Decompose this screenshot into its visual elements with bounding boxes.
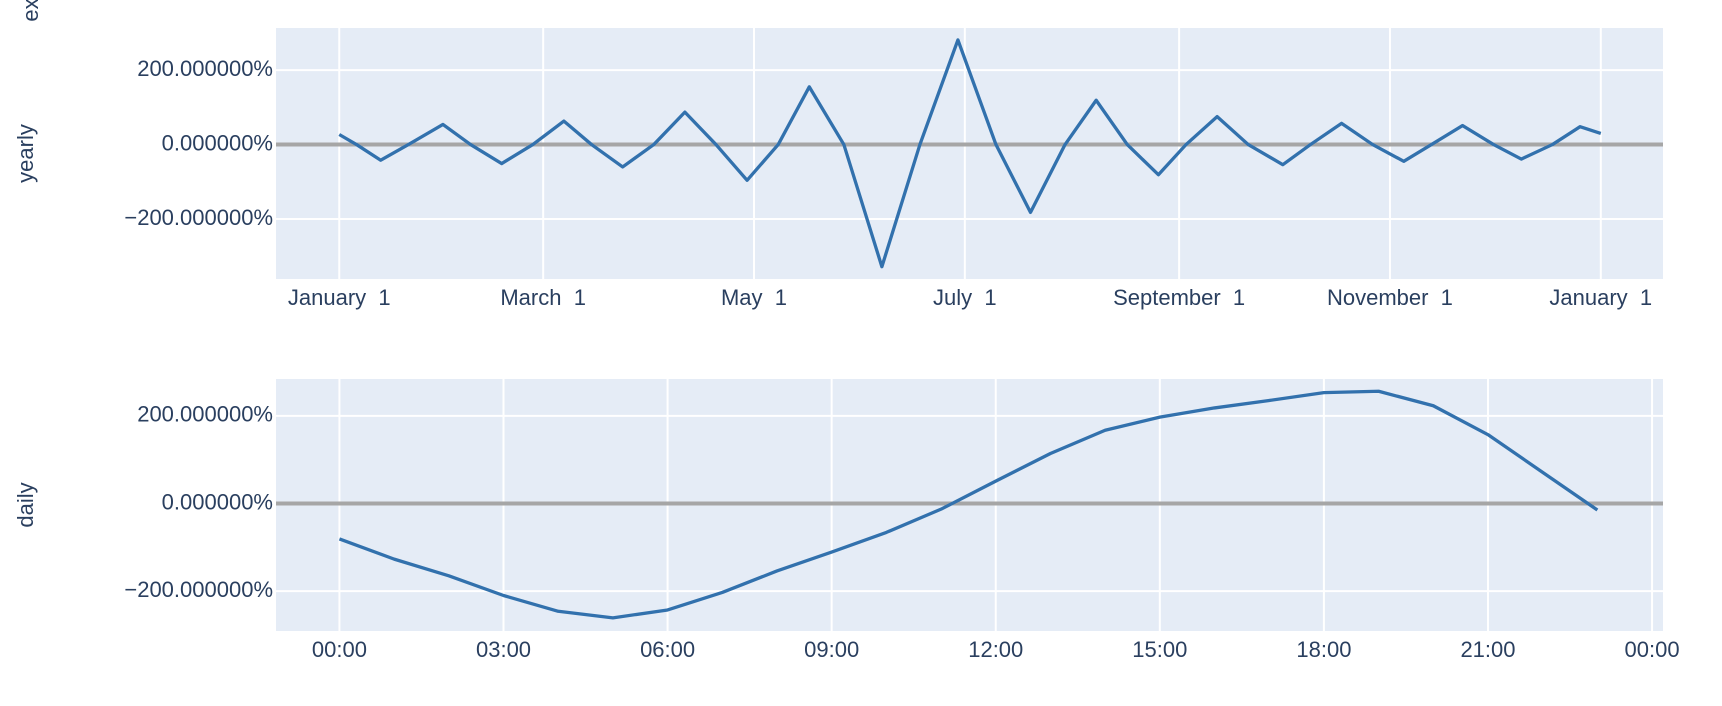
x-tick-label: September 1: [1113, 285, 1245, 310]
y-tick-label: −200.000000%: [124, 205, 273, 230]
x-tick-label: 06:00: [640, 637, 695, 662]
y-tick-label: 200.000000%: [137, 56, 273, 81]
series-line: [338, 38, 1602, 269]
x-tick-label: 15:00: [1132, 637, 1187, 662]
y-tick-label: 0.000000%: [162, 130, 273, 155]
y-tick-label: −200.000000%: [124, 577, 273, 602]
x-tick-label: 09:00: [804, 637, 859, 662]
x-tick-label: January 1: [1549, 285, 1652, 310]
x-tick-label: 03:00: [476, 637, 531, 662]
x-tick-label: 12:00: [968, 637, 1023, 662]
x-tick-label: 21:00: [1460, 637, 1515, 662]
y-axis-title: yearly: [13, 124, 38, 183]
x-tick-label: November 1: [1327, 285, 1453, 310]
x-tick-label: 00:00: [1625, 637, 1680, 662]
x-tick-label: July 1: [933, 285, 997, 310]
x-tick-label: 00:00: [312, 637, 367, 662]
x-tick-label: March 1: [500, 285, 586, 310]
y-axis-title: daily: [13, 482, 38, 527]
x-tick-label: 18:00: [1296, 637, 1351, 662]
x-tick-label: May 1: [721, 285, 787, 310]
y-tick-label: 200.000000%: [137, 402, 273, 427]
cropped-axis-title: ex: [18, 0, 43, 22]
x-tick-label: January 1: [288, 285, 391, 310]
y-tick-label: 0.000000%: [162, 489, 273, 514]
series-line: [338, 389, 1599, 620]
